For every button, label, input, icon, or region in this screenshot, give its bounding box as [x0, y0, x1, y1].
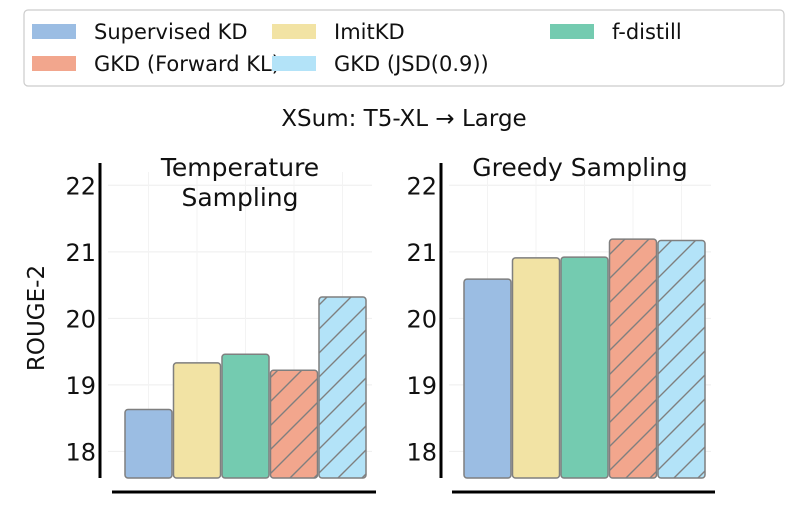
legend-label: GKD (Forward KL) [94, 52, 280, 76]
bar-fill [173, 362, 221, 478]
bar-fill [464, 279, 511, 478]
legend-label: GKD (JSD(0.9)) [334, 52, 489, 76]
bar-outline [221, 353, 270, 479]
y-tick-label: 19 [406, 372, 437, 400]
bar-supervised-kd [124, 408, 173, 479]
legend-item-gkd-jsd-0-9: GKD (JSD(0.9)) [272, 52, 489, 76]
bar-outline [511, 257, 561, 479]
y-tick-label: 19 [65, 372, 96, 400]
panel-title: Sampling [181, 183, 298, 212]
legend-item-gkd-forward-kl: GKD (Forward KL) [32, 52, 280, 76]
bar-fill [222, 354, 269, 478]
y-tick-label: 20 [65, 305, 96, 333]
legend-item-imitkd: ImitKD [272, 20, 405, 44]
bar-gkd-jsd-0-9 [318, 296, 367, 479]
figure-title: XSum: T5-XL → Large [281, 106, 526, 132]
bar-fill [561, 257, 608, 478]
bar-outline [318, 296, 367, 479]
bar-hatch [658, 240, 705, 478]
panel-greedy-sampling: 18 19 20 21 22 Greedy Sampling [406, 153, 715, 494]
bar-hatch [609, 239, 657, 478]
bar-imitkd [511, 257, 561, 479]
bar-gkd-jsd-0-9 [657, 239, 706, 479]
legend-swatch [272, 56, 316, 71]
legend-item-supervised-kd: Supervised KD [32, 20, 248, 44]
legend-swatch [272, 24, 316, 39]
bar-f-distill [560, 256, 609, 479]
y-tick-label: 21 [65, 239, 96, 267]
bar-supervised-kd [463, 278, 512, 479]
legend-label: ImitKD [334, 20, 405, 44]
legend-swatch [550, 24, 594, 39]
bar-outline [560, 256, 609, 479]
bar-fill [512, 257, 560, 478]
y-tick-label: 20 [406, 305, 437, 333]
bar-outline [463, 278, 512, 479]
bar-outline [269, 369, 319, 479]
bar-gkd-forward-kl [269, 369, 319, 479]
bar-outline [608, 238, 658, 479]
y-tick-label: 18 [406, 438, 437, 466]
y-tick-label: 22 [406, 172, 437, 200]
bar-fill [125, 409, 172, 478]
y-axis-label: ROUGE-2 [24, 265, 50, 371]
bar-outline [657, 239, 706, 479]
legend-item-f-distill: f-distill [550, 20, 682, 44]
bar-f-distill [221, 353, 270, 479]
y-tick-label: 21 [406, 239, 437, 267]
bar-imitkd [172, 362, 222, 479]
bar-hatch [270, 370, 318, 478]
legend-swatch [32, 24, 76, 39]
y-tick-label: 18 [65, 438, 96, 466]
legend: Supervised KD ImitKD f-distill GKD (Forward… [23, 9, 785, 87]
bar-outline [124, 408, 173, 479]
bar-hatch [319, 297, 366, 478]
legend-label: Supervised KD [94, 20, 248, 44]
bar-outline [172, 362, 222, 479]
legend-label: f-distill [612, 20, 682, 44]
y-tick-label: 22 [65, 172, 96, 200]
bar-gkd-forward-kl [608, 238, 658, 479]
legend-swatch [32, 56, 76, 71]
panel-title: Greedy Sampling [472, 153, 688, 182]
panel-title: Temperature [160, 153, 319, 182]
